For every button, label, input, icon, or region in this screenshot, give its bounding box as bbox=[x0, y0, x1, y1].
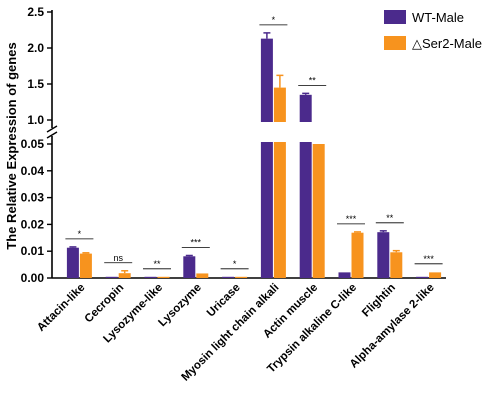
y-tick-label: 1.0 bbox=[27, 113, 44, 127]
significance-label: *** bbox=[346, 214, 357, 224]
significance-label: ** bbox=[309, 75, 317, 85]
y-tick-label: 2.5 bbox=[27, 5, 44, 19]
bar-ser2-male bbox=[390, 252, 403, 278]
bar-wt-male bbox=[144, 276, 157, 278]
bar-ser2-male bbox=[312, 144, 325, 278]
significance-label: * bbox=[78, 229, 82, 239]
y-tick-label: 0.03 bbox=[21, 191, 45, 205]
bar-ser2-male bbox=[235, 276, 248, 278]
legend-swatch bbox=[384, 36, 406, 50]
legend-label: WT-Male bbox=[412, 10, 464, 25]
category-label: Attacin-like bbox=[35, 282, 87, 334]
y-ticks: 1.0 1.5 2.0 2.5 0.00 0.01 0.02 0.03 0.04 0.05 bbox=[21, 5, 52, 285]
legend-swatch bbox=[384, 10, 406, 24]
category-labels: Attacin-likeCecropinLysozyme-likeLysozym… bbox=[35, 282, 437, 384]
bar-ser2-male bbox=[79, 253, 92, 278]
significance-label: ** bbox=[386, 213, 394, 223]
y-tick-label: 0.00 bbox=[21, 271, 45, 285]
axis-break-mark bbox=[46, 125, 58, 133]
bar-wt-male bbox=[377, 232, 390, 278]
bar-wt-male bbox=[183, 256, 196, 278]
bar-wt-male bbox=[416, 276, 429, 278]
axis-break-mark bbox=[46, 131, 58, 139]
bar-wt-male bbox=[66, 247, 79, 278]
bar-wt-male bbox=[338, 272, 351, 278]
legend-label: △Ser2-Male bbox=[412, 36, 482, 51]
bars bbox=[66, 38, 442, 278]
significance-label: ** bbox=[153, 259, 161, 269]
bar-ser2-male bbox=[118, 273, 131, 278]
y-tick-label: 2.0 bbox=[27, 41, 44, 55]
legend: WT-Male △Ser2-Male bbox=[384, 10, 482, 51]
error-bars bbox=[69, 32, 400, 274]
bar-wt-male bbox=[260, 38, 273, 278]
significance-markers: *ns************ ***** bbox=[65, 15, 443, 270]
significance-label: * bbox=[272, 15, 276, 25]
y-tick-label: 0.05 bbox=[21, 137, 45, 151]
y-tick-label: 0.04 bbox=[21, 164, 45, 178]
y-tick-label: 0.02 bbox=[21, 217, 45, 231]
bar-wt-male bbox=[222, 276, 235, 278]
axis-break-gap bbox=[259, 122, 288, 142]
bar-ser2-male bbox=[157, 276, 170, 278]
axis-break-gap bbox=[298, 122, 327, 142]
bar-ser2-male bbox=[273, 87, 286, 278]
y-tick-label: 0.01 bbox=[21, 244, 45, 258]
significance-label: * bbox=[233, 259, 237, 269]
bar-ser2-male bbox=[196, 273, 209, 278]
y-tick-label: 1.5 bbox=[27, 77, 44, 91]
significance-label: ns bbox=[113, 253, 123, 263]
significance-label: *** bbox=[423, 254, 434, 264]
category-label: Flightin bbox=[360, 282, 398, 320]
y-axis-title: The Relative Expression of genes bbox=[4, 42, 19, 249]
bar-ser2-male bbox=[351, 232, 364, 278]
category-label: Uricase bbox=[205, 282, 243, 320]
bar-ser2-male bbox=[429, 272, 442, 278]
bar-wt-male bbox=[105, 276, 118, 278]
y-axis-title-group: The Relative Expression of genes bbox=[4, 42, 19, 249]
significance-label: *** bbox=[191, 237, 202, 247]
